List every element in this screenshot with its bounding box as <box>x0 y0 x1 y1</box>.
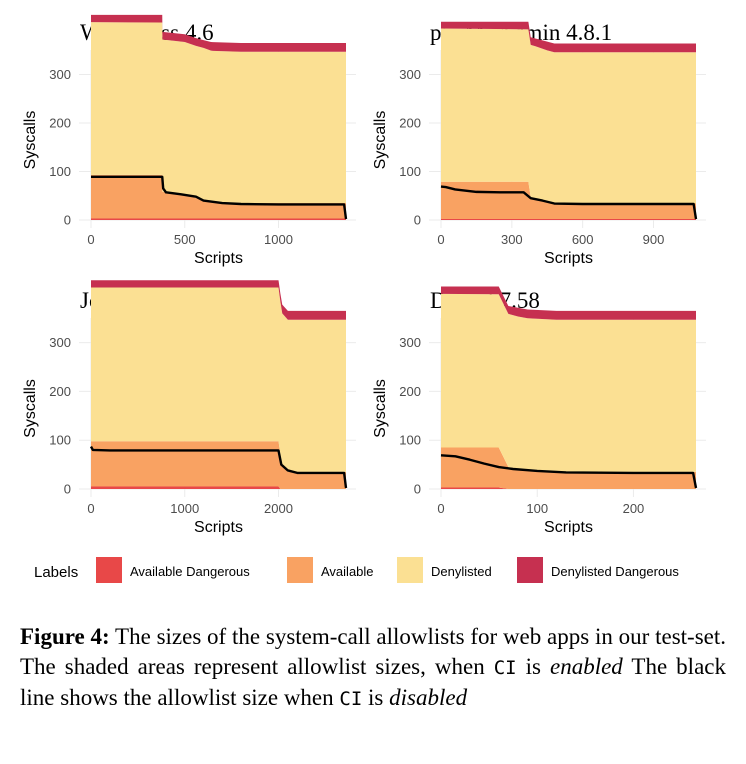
caption-label: Figure 4: <box>20 624 110 649</box>
y-tick-label: 200 <box>49 116 71 131</box>
legend-swatch <box>96 557 122 583</box>
panel-joomla-3-7: Joomla 3.70100200300010002000ScriptsSysc… <box>22 280 356 536</box>
caption-code-2: CI <box>339 688 363 710</box>
legend-swatch <box>517 557 543 583</box>
area-denylisted <box>91 287 346 472</box>
x-tick-label: 500 <box>174 232 196 247</box>
area-denylisted-dangerous <box>91 280 346 320</box>
legend-title: Labels <box>34 564 78 581</box>
legend-item-available: Available <box>287 557 374 583</box>
area-denylisted <box>91 22 346 204</box>
y-tick-label: 0 <box>64 482 71 497</box>
legend-swatch <box>287 557 313 583</box>
y-tick-label: 100 <box>49 433 71 448</box>
area-available <box>91 441 346 489</box>
line-ci-disabled <box>91 175 348 220</box>
x-tick-label: 0 <box>437 232 444 247</box>
caption-text-4: is <box>362 685 390 710</box>
y-tick-label: 200 <box>399 384 421 399</box>
x-tick-label: 100 <box>526 501 548 516</box>
x-tick-label: 0 <box>87 232 94 247</box>
area-available-dangerous <box>441 219 696 220</box>
figure-caption: Figure 4: The sizes of the system-call a… <box>20 622 726 714</box>
x-tick-label: 200 <box>623 501 645 516</box>
y-axis-label: Syscalls <box>372 379 389 438</box>
legend-item-available-dangerous: Available Dangerous <box>96 557 250 583</box>
line-ci-disabled <box>89 445 348 489</box>
area-denylisted-dangerous <box>91 14 346 52</box>
legend-label: Denylisted Dangerous <box>551 564 679 579</box>
legend-item-denylisted-dangerous: Denylisted Dangerous <box>517 557 679 583</box>
y-tick-label: 200 <box>399 116 421 131</box>
legend-label: Available <box>321 564 374 579</box>
y-axis-label: Syscalls <box>22 379 39 438</box>
area-available <box>91 174 346 219</box>
x-tick-label: 1000 <box>170 501 199 516</box>
y-tick-label: 0 <box>414 482 421 497</box>
y-axis-label: Syscalls <box>22 111 39 170</box>
x-tick-label: 0 <box>437 501 444 516</box>
caption-emphasis-disabled: disabled <box>389 685 468 710</box>
figure: WordPress 4.6010020030005001000ScriptsSy… <box>22 14 706 583</box>
legend-label: Available Dangerous <box>130 564 250 579</box>
legend-swatch <box>397 557 423 583</box>
y-tick-label: 100 <box>49 164 71 179</box>
caption-text-1: The sizes of the system-call allowlists … <box>20 624 726 679</box>
caption-text-2: is <box>516 654 550 679</box>
x-tick-label: 0 <box>87 501 94 516</box>
y-axis-label: Syscalls <box>372 111 389 170</box>
legend: Labels Available Dangerous Available Denyli… <box>34 557 679 583</box>
x-tick-label: 600 <box>572 232 594 247</box>
x-tick-label: 2000 <box>264 501 293 516</box>
caption-emphasis-enabled: enabled <box>550 654 623 679</box>
area-denylisted-dangerous <box>441 286 696 320</box>
y-tick-label: 100 <box>399 164 421 179</box>
panel-phpmyadmin-4-8-1: phpMyAdmin 4.8.101002003000300600900Scri… <box>372 20 706 267</box>
caption-code-1: CI <box>493 657 517 679</box>
panel-wordpress-4-6: WordPress 4.6010020030005001000ScriptsSy… <box>22 14 356 267</box>
area-available <box>441 447 696 489</box>
x-axis-label: Scripts <box>194 519 243 536</box>
y-tick-label: 100 <box>399 433 421 448</box>
line-ci-disabled <box>440 185 698 220</box>
panel-drupal-7-58: Drupal 7.5801002003000100200ScriptsSysca… <box>372 286 706 536</box>
chart-panels: WordPress 4.6010020030005001000ScriptsSy… <box>22 14 706 536</box>
y-tick-label: 300 <box>49 67 71 82</box>
area-denylisted <box>441 28 696 204</box>
area-available-dangerous <box>91 486 346 489</box>
x-axis-label: Scripts <box>544 519 593 536</box>
area-denylisted <box>441 293 696 472</box>
line-ci-disabled <box>440 454 698 489</box>
area-available-dangerous <box>91 218 346 220</box>
legend-item-denylisted: Denylisted <box>397 557 492 583</box>
x-axis-label: Scripts <box>544 250 593 267</box>
x-axis-label: Scripts <box>194 250 243 267</box>
y-tick-label: 300 <box>399 67 421 82</box>
y-tick-label: 200 <box>49 384 71 399</box>
area-denylisted-dangerous <box>441 21 696 53</box>
y-tick-label: 0 <box>64 213 71 228</box>
y-tick-label: 300 <box>49 335 71 350</box>
area-available-dangerous <box>441 487 696 489</box>
x-tick-label: 900 <box>643 232 665 247</box>
caption-text-3: The black line shows the allowlist size … <box>20 654 726 710</box>
y-tick-label: 0 <box>414 213 421 228</box>
y-tick-label: 300 <box>399 335 421 350</box>
area-available <box>441 181 696 220</box>
x-tick-label: 1000 <box>264 232 293 247</box>
x-tick-label: 300 <box>501 232 523 247</box>
legend-label: Denylisted <box>431 564 492 579</box>
